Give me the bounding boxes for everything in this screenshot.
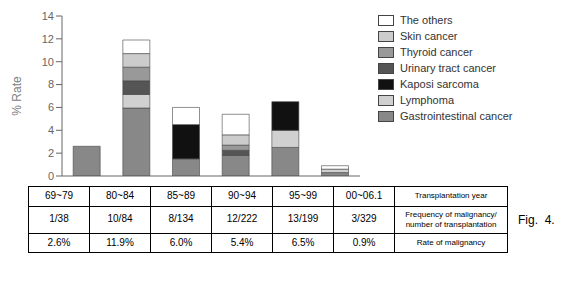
html-text:Skin cancer: Skin cancer — [400, 30, 458, 42]
svg-text:4: 4 — [48, 124, 54, 136]
html-text:1/38: 1/38 — [49, 213, 69, 225]
html-text:00~06.1: 00~06.1 — [345, 190, 383, 201]
html-text:90~94: 90~94 — [228, 190, 257, 201]
html-text:0.9%: 0.9% — [352, 236, 376, 248]
svg-text:6: 6 — [48, 101, 54, 113]
html-text:8/134: 8/134 — [168, 213, 194, 225]
html-text:2.6%: 2.6% — [47, 236, 71, 248]
html-text:Rate of malignancy: Rate of malignancy — [416, 237, 486, 247]
html-text:69~79: 69~79 — [45, 190, 73, 201]
html-text:80~84: 80~84 — [106, 190, 135, 201]
html-text:Kaposi sarcoma: Kaposi sarcoma — [400, 78, 479, 90]
html-text:The others: The others — [400, 14, 453, 26]
html-text:Gastrointestinal cancer: Gastrointestinal cancer — [400, 110, 513, 122]
html-text:13/199: 13/199 — [287, 213, 319, 225]
svg-text:0: 0 — [48, 170, 54, 180]
html-text:Frequency of malignancy/ numbe: Frequency of malignancy/ number of trans… — [405, 209, 497, 229]
html-text:85~89: 85~89 — [167, 190, 196, 201]
html-text:Fig. 4.: Fig. 4. — [518, 212, 555, 227]
html-text:10/84: 10/84 — [107, 213, 133, 225]
svg-text:10: 10 — [42, 56, 54, 68]
html-text:5.4%: 5.4% — [230, 236, 254, 248]
html-text:12/222: 12/222 — [226, 213, 258, 225]
html-text:Thyroid cancer: Thyroid cancer — [400, 46, 473, 58]
svg-text:% Rate: % Rate — [10, 76, 24, 116]
html-text:Transplantation year: Transplantation year — [414, 191, 488, 201]
html-text:6.0%: 6.0% — [169, 236, 193, 248]
html-text:95~99: 95~99 — [289, 190, 318, 201]
svg-text:12: 12 — [42, 33, 54, 45]
html-text:3/329: 3/329 — [351, 213, 377, 225]
html-text:Lymphoma: Lymphoma — [400, 94, 454, 106]
html-text:6.5%: 6.5% — [291, 236, 315, 248]
svg-text:8: 8 — [48, 78, 54, 90]
svg-text:14: 14 — [42, 10, 54, 22]
svg-text:2: 2 — [48, 147, 54, 159]
html-text:Urinary tract cancer: Urinary tract cancer — [400, 62, 496, 74]
html-text:11.9%: 11.9% — [106, 236, 134, 248]
